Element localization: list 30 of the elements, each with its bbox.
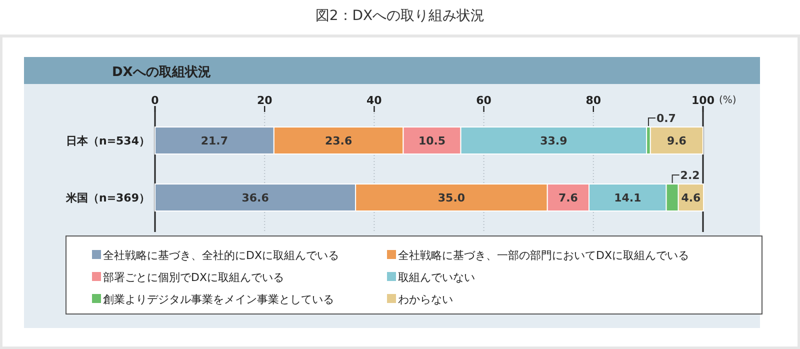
data-label: 2.2 (680, 169, 700, 182)
data-label: 9.6 (666, 134, 687, 148)
x-axis-title: (%) (719, 95, 736, 106)
data-label: 4.6 (681, 192, 702, 204)
y-tick-label: 米国（n=369） (64, 192, 150, 204)
y-tick-label: 日本（n=534） (66, 134, 150, 148)
legend-label: 全社戦略に基づき、全社的にDXに取組んでいる (103, 249, 340, 262)
data-label: 14.1 (614, 192, 642, 204)
data-label: 21.7 (200, 134, 228, 148)
x-tick-label: 60 (476, 94, 492, 107)
legend-label: 部署ごとに個別でDXに取組んでいる (103, 271, 284, 284)
data-label: 35.0 (438, 192, 466, 204)
x-tick-label: 100 (692, 94, 715, 107)
x-tick-label: 80 (586, 94, 602, 107)
x-tick-label: 40 (366, 94, 382, 107)
x-tick-label: 0 (151, 94, 160, 107)
x-tick-label: 20 (256, 94, 273, 107)
legend-label: わからない (398, 293, 453, 306)
data-label: 33.9 (540, 134, 568, 148)
data-label: 36.6 (242, 192, 270, 204)
legend-label: 取組んでいない (398, 271, 475, 284)
data-label: 10.5 (418, 134, 446, 148)
legend-label: 創業よりデジタル事業をメイン事業としている (103, 293, 334, 306)
chart-subtitle: DXへの取組状況 (112, 65, 211, 80)
bar (650, 126, 704, 154)
data-label: 0.7 (656, 112, 676, 125)
data-label: 7.6 (558, 192, 578, 204)
data-label: 23.6 (325, 134, 352, 148)
legend-label: 全社戦略に基づき、一部の部門においてDXに取組んでいる (398, 249, 690, 262)
chart-title: 図2：DXへの取り組み状況 (315, 8, 485, 24)
